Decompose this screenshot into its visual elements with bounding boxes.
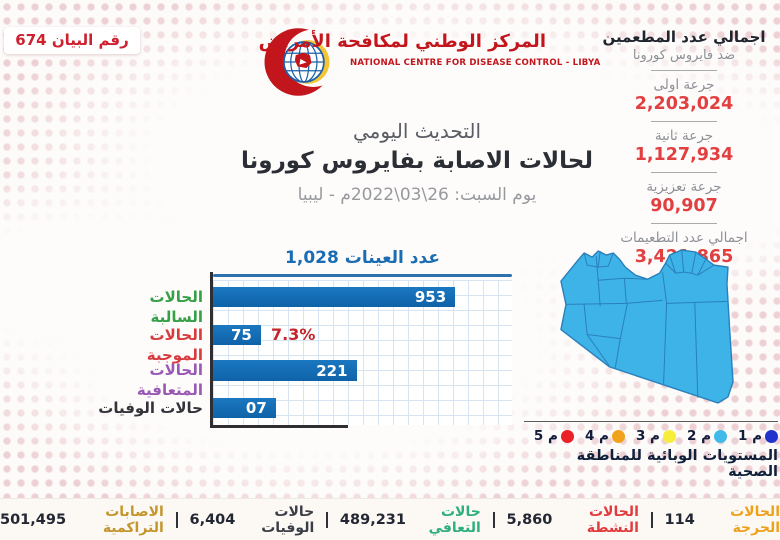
bar-recovered-cases: 221 — [213, 360, 357, 381]
first-dose-label: جرعة اولى — [653, 77, 715, 93]
logo-english-name: NATIONAL CENTRE FOR DISEASE CONTROL - LI… — [350, 57, 601, 68]
chart-title: عدد العينات 1,028 — [285, 248, 440, 268]
total-vaccinations-label: اجمالي عدد التطعيمات — [620, 230, 748, 246]
legend-item-level-4: م 4 — [585, 428, 625, 444]
bar-negative-cases: 953 — [213, 287, 456, 307]
stat-value: 489,231 — [339, 511, 406, 528]
legend-item-level-3: م 3 — [636, 428, 676, 444]
divider — [175, 511, 178, 528]
category-negative-cases: الحالات السالبة — [149, 288, 203, 326]
statement-number-badge: رقم البيان 674 — [4, 27, 140, 54]
stat-label: الحالات النشطة — [586, 503, 639, 536]
vaccination-subtitle: ضد فايروس كورونا — [632, 48, 736, 63]
cases-subtitle: لحالات الاصابة بفايروس كورونا — [241, 148, 593, 174]
level-5-label: م 5 — [533, 428, 558, 444]
vaccination-title: اجمالي عدد المطعمين — [602, 28, 766, 46]
category-positive-cases: الحالات الموجبة — [146, 326, 203, 364]
level-2-dot-icon — [713, 429, 727, 443]
heading-block: التحديث اليومي لحالات الاصابة بفايروس كو… — [228, 119, 606, 205]
level-3-label: م 3 — [635, 428, 660, 444]
bar-value: 221 — [316, 361, 348, 380]
stat-label: حالات التعافي — [428, 503, 481, 536]
bar-positive-cases: 75 — [213, 325, 261, 345]
booster-dose-value: 90,907 — [650, 196, 718, 216]
vaccination-panel: اجمالي عدد المطعمين ضد فايروس كورونا جرع… — [590, 28, 778, 267]
bar-death-cases: 07 — [213, 398, 276, 418]
divider — [651, 70, 717, 71]
level-5-dot-icon — [560, 429, 574, 443]
level-4-dot-icon — [611, 429, 625, 443]
stat-recovered-cases: حالات التعافي 489,231 — [340, 504, 481, 536]
logo-text-block: المركز الوطني لمكافحة الأمراض NATIONAL C… — [258, 22, 601, 68]
stat-value: 6,404 — [189, 511, 236, 528]
map-caption: المستويات الوبائية للمناطقة الصحية — [576, 448, 778, 480]
date-line: يوم السبت: 26\03\2022م - ليبيا — [297, 185, 537, 205]
bar-value: 07 — [245, 399, 267, 417]
divider — [651, 172, 717, 173]
level-2-label: م 2 — [686, 428, 711, 444]
second-dose-label: جرعة ثانية — [654, 128, 714, 144]
ncdc-emblem-icon — [264, 28, 342, 96]
stat-value: 114 — [664, 511, 695, 528]
stat-label: الاصابات التراكمية — [102, 503, 164, 536]
ncdc-logo: المركز الوطني لمكافحة الأمراض NATIONAL C… — [258, 22, 601, 102]
legend-item-level-2: م 2 — [687, 428, 727, 444]
divider — [650, 511, 653, 528]
booster-dose-label: جرعة تعزيزية — [646, 179, 722, 195]
stat-label: حالات الوفيات — [261, 503, 315, 536]
daily-update-title: التحديث اليومي — [352, 119, 482, 143]
stat-active-cases: الحالات النشطة 5,860 — [507, 504, 639, 536]
stat-value: 501,495 — [0, 511, 67, 528]
legend-divider-line — [524, 421, 778, 422]
footer-stats-strip: الحالات الحرجة 114 الحالات النشطة 5,860 … — [0, 498, 780, 540]
chart-y-axis — [210, 272, 213, 428]
bar-value: 953 — [414, 288, 447, 306]
first-dose-value: 2,203,024 — [634, 94, 734, 114]
positive-rate-label: 7.3% — [271, 325, 316, 344]
stat-cumulative-infections: الاصابات التراكمية 501,495 — [0, 504, 164, 536]
chart-grid: 953 75 7.3% 221 07 — [213, 280, 512, 425]
second-dose-value: 1,127,934 — [634, 145, 734, 165]
libya-map — [560, 249, 734, 404]
epidemic-levels-legend: م 1 م 2 م 3 م 4 م 5 — [524, 428, 778, 444]
level-1-dot-icon — [765, 429, 778, 443]
legend-item-level-1: م 1 — [738, 428, 778, 444]
stat-value: 5,860 — [506, 511, 553, 528]
chart-title-underline — [213, 274, 512, 277]
stat-critical-cases: الحالات الحرجة 114 — [665, 504, 780, 536]
samples-bar-chart: عدد العينات 1,028 953 75 7.3% 221 07 ال — [95, 248, 512, 434]
category-recovered-cases: الحالات المتعافية — [136, 361, 203, 399]
category-death-cases: حالات الوفيات — [98, 399, 203, 417]
logo-arabic-name: المركز الوطني لمكافحة الأمراض — [258, 31, 546, 52]
level-4-label: م 4 — [584, 428, 609, 444]
chart-x-axis — [213, 425, 348, 428]
level-3-dot-icon — [662, 429, 676, 443]
bar-value: 75 — [230, 326, 252, 344]
divider — [492, 511, 495, 528]
divider — [651, 121, 717, 122]
divider — [326, 511, 328, 528]
level-1-label: م 1 — [737, 428, 762, 444]
stat-label: الحالات الحرجة — [730, 503, 780, 536]
divider — [651, 223, 717, 224]
legend-item-level-5: م 5 — [534, 428, 574, 444]
stat-death-cases: حالات الوفيات 6,404 — [190, 504, 315, 536]
